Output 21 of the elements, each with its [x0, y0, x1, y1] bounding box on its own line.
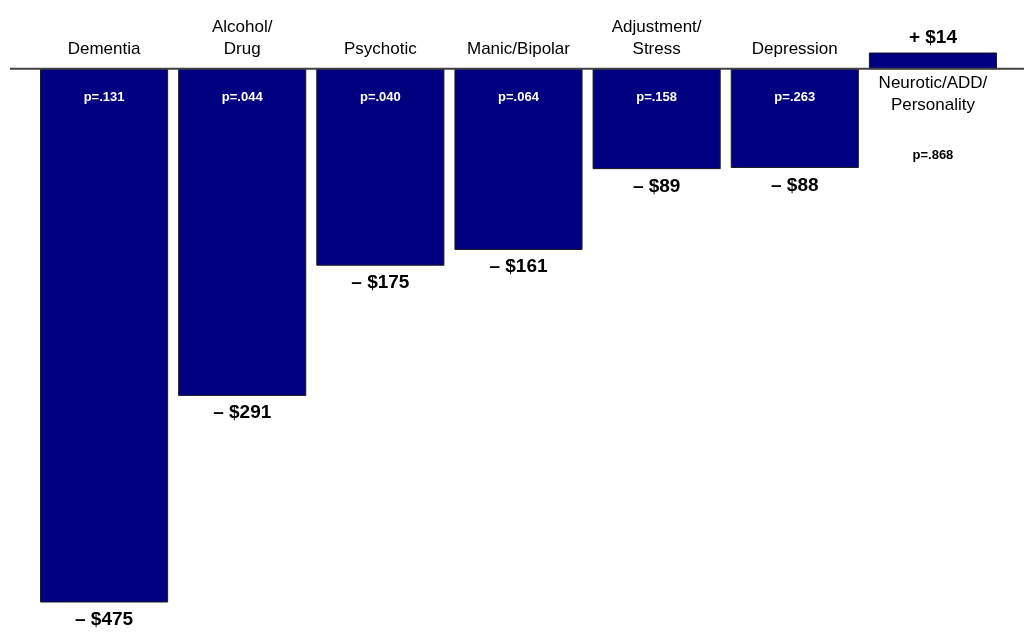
x-tick-label: Dementia: [67, 38, 141, 58]
x-tick-label: Psychotic: [343, 38, 418, 58]
annotation: p=.263: [774, 88, 816, 104]
annotation: p=.868: [912, 146, 954, 162]
data-label: + $14: [908, 26, 958, 47]
annotation: p=.040: [359, 88, 401, 104]
annotation: p=.044: [221, 88, 264, 104]
x-tick-label: Adjustment/ Stress: [611, 16, 702, 58]
x-tick-label: Manic/Bipolar: [467, 38, 571, 58]
annotation: p=.064: [498, 88, 540, 104]
data-label: – $475: [75, 608, 134, 629]
data-label: – $175: [351, 271, 410, 293]
annotation: p=.131: [83, 88, 125, 104]
x-tick-label: Depression: [751, 38, 838, 58]
data-label: – $291: [213, 401, 272, 423]
data-label: – $161: [489, 255, 548, 277]
x-tick-label: Alcohol/ Drug: [211, 16, 273, 58]
data-label: – $89: [632, 174, 681, 196]
data-label: – $88: [771, 173, 819, 195]
annotation: p=.158: [636, 88, 678, 104]
x-tick-label: Neurotic/ADD/ Personality: [878, 72, 988, 114]
